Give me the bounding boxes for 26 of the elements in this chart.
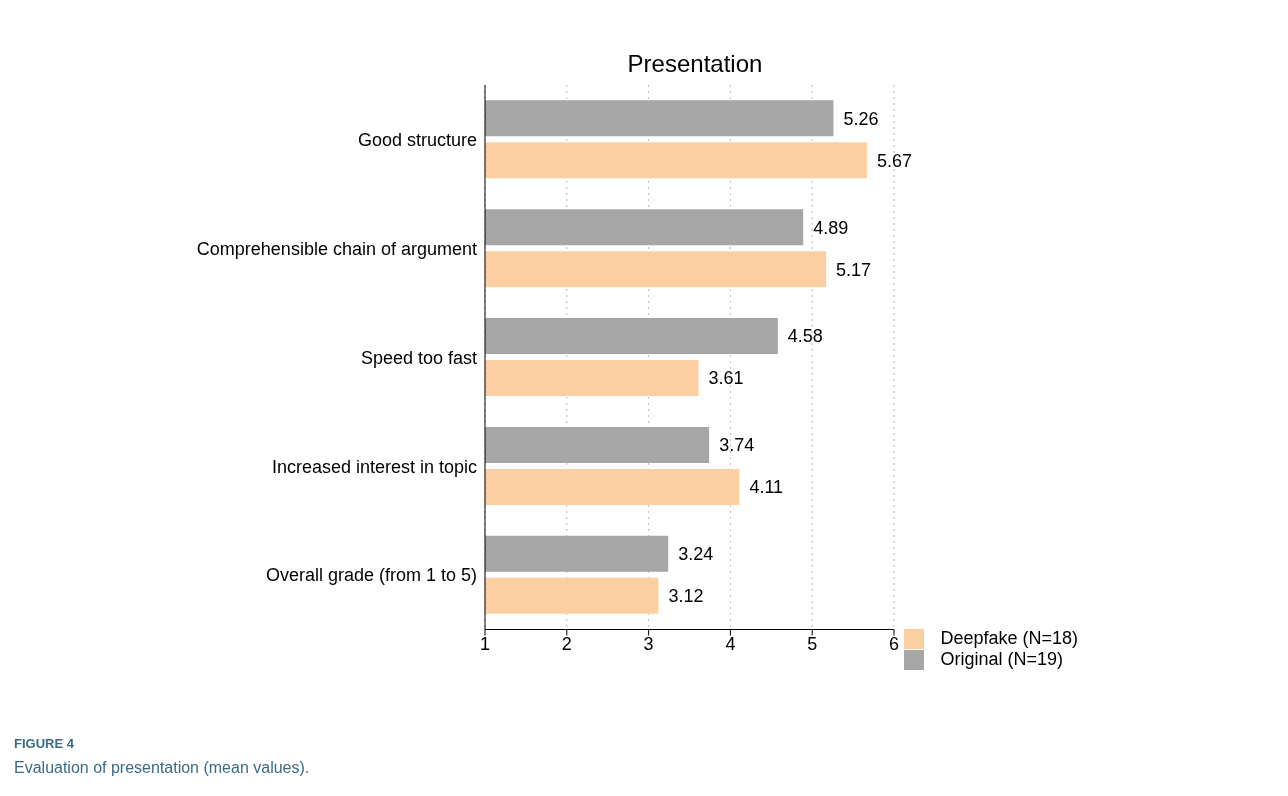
text: Evaluation of presentation (mean values). <box>14 758 310 778</box>
data-label: 4.89 <box>813 217 849 238</box>
data-label: 3.74 <box>719 435 755 456</box>
y-tick-label: Good structure <box>357 129 477 150</box>
legend-label: Deepfake (N=18) <box>940 627 1078 648</box>
x-tick-label: 3 <box>643 634 654 655</box>
x-tick-label: 2 <box>561 634 572 655</box>
y-tick-label: Speed too fast <box>360 347 477 368</box>
caption: FIGURE 4 <box>14 735 75 753</box>
data-label: 5.17 <box>836 259 872 280</box>
data-label: 4.11 <box>749 477 784 498</box>
chart-title: Presentation <box>626 50 764 78</box>
y-tick-label: Overall grade (from 1 to 5) <box>265 565 477 586</box>
data-label: 5.67 <box>877 150 913 171</box>
data-label: 5.26 <box>843 108 879 129</box>
data-label: 3.12 <box>668 586 704 607</box>
y-tick-label: Increased interest in topic <box>271 456 477 477</box>
data-label: 4.58 <box>787 326 823 347</box>
data-label: 3.61 <box>708 368 744 389</box>
y-tick-label: Comprehensible chain of argument <box>196 238 477 259</box>
x-tick-label: 1 <box>479 634 491 655</box>
data-label: 3.24 <box>678 544 714 565</box>
x-tick-label: 4 <box>725 634 736 655</box>
x-tick-label: 6 <box>888 634 900 655</box>
legend-label: Original (N=19) <box>940 648 1063 669</box>
x-tick-label: 5 <box>807 634 818 655</box>
